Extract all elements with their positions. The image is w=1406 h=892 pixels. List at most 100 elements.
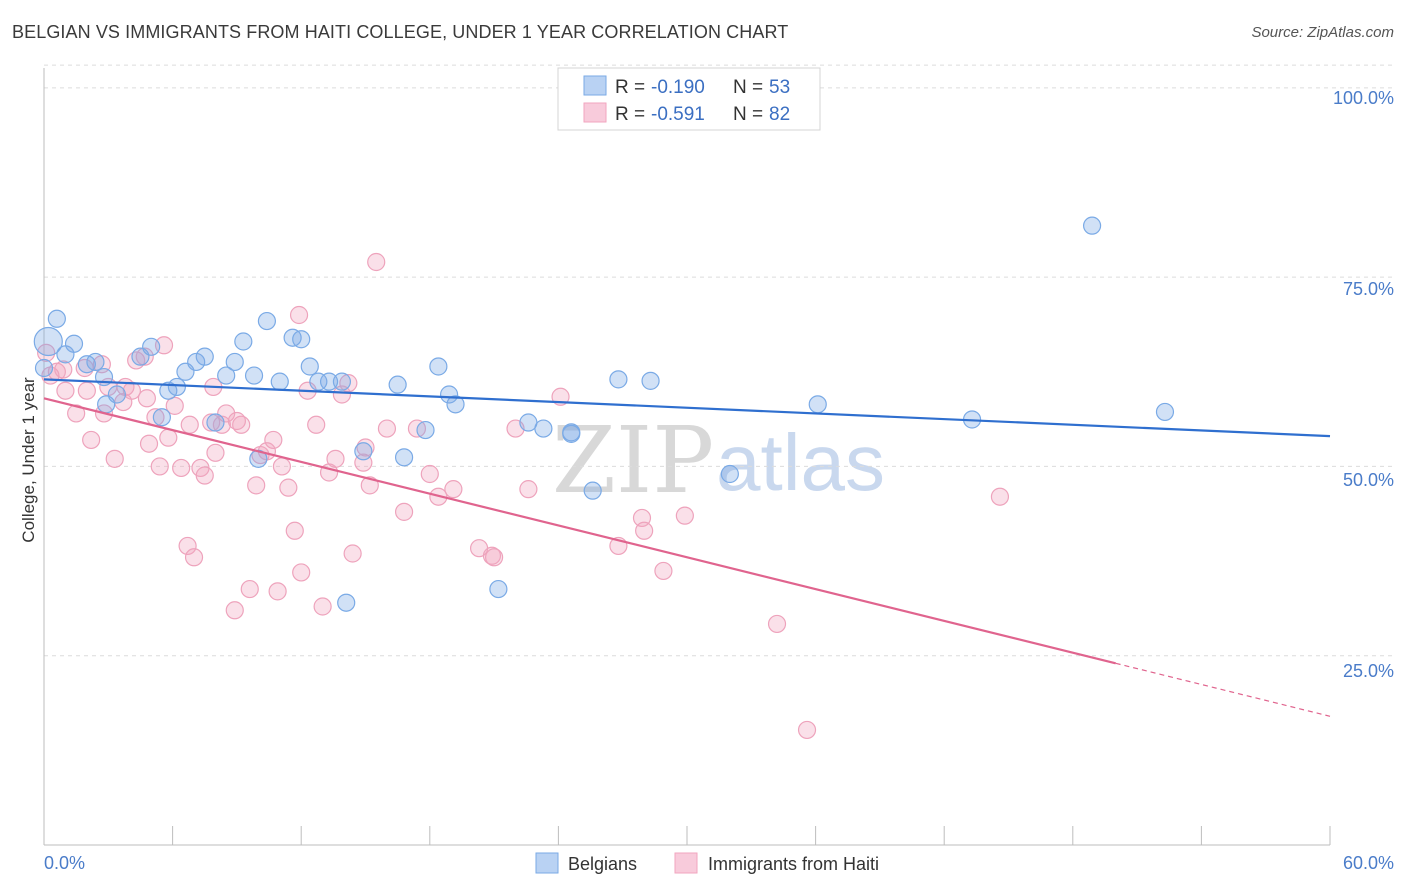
haiti-point-10 [105, 449, 124, 468]
haiti-point-58 [394, 502, 414, 521]
haiti-trend-extension [1115, 662, 1331, 717]
haiti-point-13 [122, 381, 141, 400]
haiti-point-56 [367, 252, 386, 272]
legend-n-value-1: 53 [769, 77, 790, 98]
bottom-legend-haiti: Immigrants from Haiti [708, 854, 879, 874]
belgian-point-41 [534, 419, 553, 438]
belgian-point-13 [167, 377, 186, 397]
bottom-legend-swatch-belgians [535, 852, 559, 874]
belgian-point-12 [159, 381, 178, 400]
legend-swatch-belgians [583, 75, 607, 96]
haiti-point-17 [139, 434, 159, 453]
haiti-point-19 [150, 457, 169, 476]
belgian-point-45 [641, 371, 660, 390]
watermark-atlas: atlas [716, 418, 885, 507]
belgian-point-23 [257, 311, 277, 331]
haiti-point-36 [240, 579, 259, 599]
haiti-point-65 [519, 480, 538, 499]
haiti-point-34 [225, 601, 244, 620]
belgian-point-46 [720, 464, 739, 484]
belgian-point-39 [489, 579, 508, 599]
haiti-point-15 [135, 347, 154, 366]
legend-box: R = -0.190 N = 53 R = -0.591 N = 82 [557, 67, 821, 131]
belgian-point-33 [388, 375, 407, 394]
legend-n-label-1: N = [733, 77, 763, 98]
haiti-point-43 [279, 478, 298, 497]
belgian-point-27 [300, 357, 319, 376]
haiti-point-71 [675, 506, 694, 525]
belgian-point-29 [319, 372, 339, 391]
legend-r-label-1: R = [615, 77, 645, 98]
haiti-point-61 [444, 480, 463, 499]
legend-swatch-haiti [583, 102, 607, 123]
y-tick-label-50: 50.0% [1343, 470, 1394, 490]
trend-lines [43, 378, 1331, 717]
legend-n-label-2: N = [733, 104, 763, 125]
watermark-zip: ZIP [552, 407, 714, 514]
haiti-point-45 [289, 305, 309, 325]
haiti-point-7 [82, 430, 101, 450]
haiti-point-0 [37, 343, 56, 362]
belgian-point-43 [583, 481, 602, 500]
y-tick-label-25: 25.0% [1343, 661, 1394, 681]
bottom-legend: Belgians Immigrants from Haiti [535, 852, 879, 874]
belgian-point-16 [195, 347, 214, 366]
bottom-legend-belgians: Belgians [568, 854, 637, 874]
x-tick-label-max: 60.0% [1343, 853, 1394, 873]
belgian-points [33, 216, 1175, 612]
haiti-point-16 [137, 389, 156, 408]
haiti-point-69 [635, 521, 654, 540]
belgian-point-44 [609, 370, 628, 389]
bottom-legend-swatch-haiti [674, 852, 698, 874]
haiti-point-44 [285, 521, 304, 540]
haiti-point-53 [343, 544, 362, 563]
belgian-point-30 [332, 372, 352, 391]
haiti-point-29 [202, 413, 221, 432]
haiti-point-22 [165, 396, 184, 415]
haiti-point-57 [377, 419, 397, 438]
haiti-point-72 [767, 614, 787, 634]
belgian-point-11 [152, 408, 171, 427]
haiti-point-55 [360, 476, 379, 495]
source-credit: Source: ZipAtlas.com [1251, 24, 1394, 41]
belgian-point-50 [1155, 402, 1175, 422]
haiti-point-4 [67, 404, 86, 423]
belgian-point-32 [354, 442, 373, 461]
haiti-points [37, 252, 1010, 740]
haiti-point-47 [307, 415, 326, 434]
haiti-point-23 [172, 458, 191, 478]
belgian-point-5 [86, 352, 105, 372]
belgian-point-37 [439, 385, 459, 404]
y-tick-label-75: 75.0% [1343, 279, 1394, 299]
haiti-point-51 [332, 385, 352, 404]
haiti-point-37 [247, 476, 266, 495]
haiti-point-73 [797, 720, 817, 740]
belgian-point-28 [309, 372, 328, 391]
haiti-point-31 [206, 443, 225, 462]
belgian-point-20 [234, 332, 253, 351]
y-axis-label: College, Under 1 year [19, 377, 38, 543]
haiti-point-64 [485, 548, 504, 567]
grid-lines [44, 64, 1393, 657]
belgian-point-36 [429, 357, 448, 376]
haiti-point-6 [77, 381, 96, 400]
haiti-point-28 [195, 466, 214, 485]
belgian-trend-line [43, 378, 1331, 438]
haiti-point-80 [420, 464, 439, 484]
legend-r-value-1: -0.190 [651, 77, 705, 98]
haiti-point-42 [272, 457, 292, 476]
belgian-point-31 [337, 593, 356, 612]
haiti-point-41 [268, 582, 287, 601]
chart-title: BELGIAN VS IMMIGRANTS FROM HAITI COLLEGE… [12, 22, 789, 42]
belgian-point-19 [225, 352, 244, 372]
belgian-point-24 [270, 372, 289, 391]
belgian-point-3 [64, 334, 84, 353]
haiti-point-77 [227, 411, 246, 431]
belgian-point-1 [47, 309, 66, 328]
belgian-point-17 [206, 413, 225, 432]
belgian-point-26 [292, 330, 311, 349]
haiti-point-40 [264, 430, 283, 450]
haiti-point-26 [184, 548, 204, 567]
haiti-point-25 [180, 415, 199, 434]
